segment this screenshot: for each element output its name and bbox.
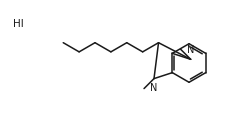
Text: N: N: [150, 83, 157, 93]
Text: HI: HI: [13, 19, 23, 29]
Text: N: N: [187, 45, 194, 55]
